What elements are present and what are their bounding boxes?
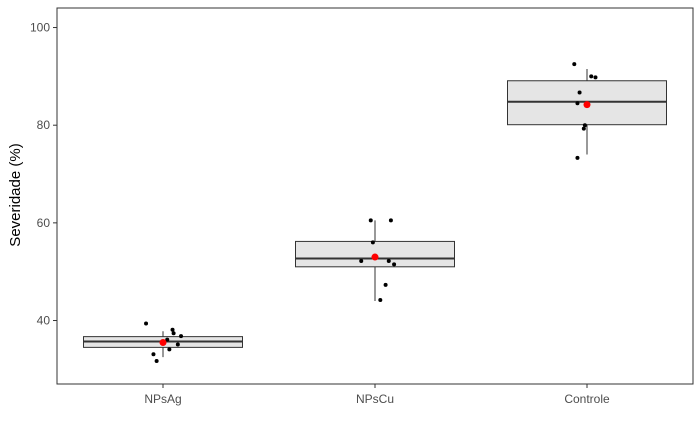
plot-layer: 40 60 80 100 NPsAg NPsCu Controle: [30, 7, 694, 406]
box-group-npscu: [295, 218, 455, 303]
box-group-npsag: [83, 321, 243, 364]
data-point: [370, 240, 375, 245]
data-point: [170, 327, 175, 332]
data-point: [383, 282, 388, 287]
data-point: [575, 155, 580, 160]
data-point: [368, 218, 373, 223]
x-tick-label: Controle: [564, 392, 610, 406]
data-point: [179, 334, 184, 339]
y-tick-label: 100: [30, 21, 50, 35]
data-point: [144, 321, 149, 326]
data-point: [167, 347, 172, 352]
data-point: [582, 123, 587, 128]
data-point: [392, 262, 397, 267]
data-point: [388, 218, 393, 223]
data-point: [175, 342, 180, 347]
mean-point: [371, 253, 379, 261]
data-point: [151, 352, 156, 357]
y-tick-label: 80: [37, 118, 51, 132]
data-point: [577, 90, 582, 95]
data-point: [572, 62, 577, 67]
data-point: [581, 126, 586, 131]
mean-point: [159, 338, 167, 346]
data-point: [593, 75, 598, 80]
y-tick-label: 60: [37, 216, 51, 230]
data-point: [359, 258, 364, 263]
x-tick-label: NPsCu: [356, 392, 394, 406]
data-point: [165, 337, 170, 342]
y-axis-title: Severidade (%): [7, 143, 24, 246]
data-point: [378, 298, 383, 303]
mean-point: [583, 101, 591, 109]
x-tick-label: NPsAg: [144, 392, 181, 406]
data-point: [154, 359, 159, 364]
y-tick-label: 40: [37, 314, 51, 328]
box-group-controle: [507, 62, 667, 160]
data-point: [386, 258, 391, 263]
data-point: [589, 74, 594, 79]
data-point: [171, 331, 176, 336]
data-point: [575, 101, 580, 106]
